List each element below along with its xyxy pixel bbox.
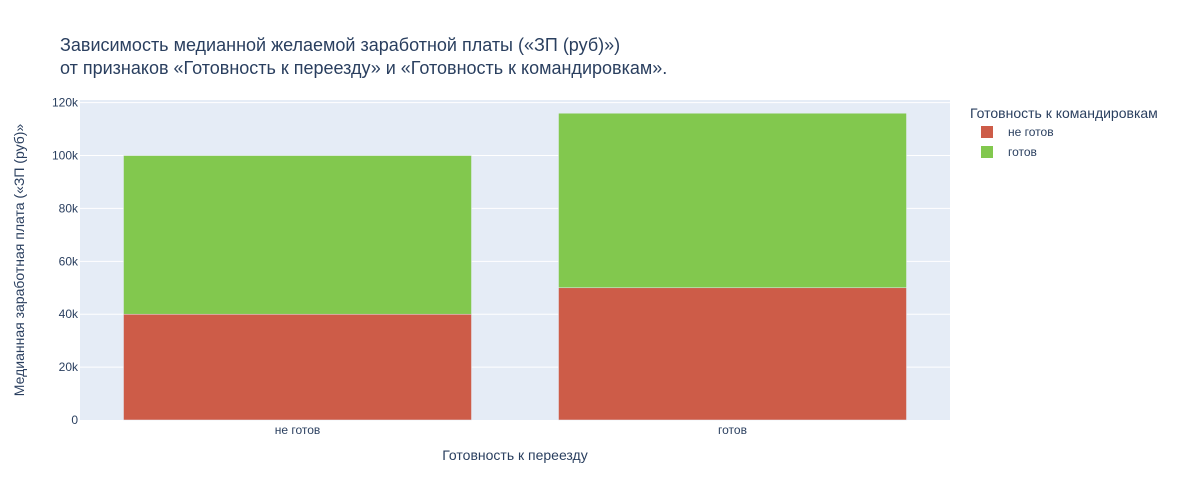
y-tick-label: 60k (59, 254, 79, 268)
chart-title-line-1: Зависимость медианной желаемой заработно… (60, 35, 620, 55)
bar-not-ready-1[interactable] (558, 287, 907, 421)
y-tick-label: 100k (52, 149, 79, 163)
bar-ready-1[interactable] (558, 112, 907, 289)
y-tick-label: 20k (59, 360, 79, 374)
bars (123, 112, 907, 421)
y-axis-ticks: 0 20k 40k 60k 80k 100k 120k (52, 96, 79, 427)
y-axis-title: Медианная заработная плата («ЗП (руб)» (11, 124, 27, 397)
legend-label[interactable]: не готов (1008, 125, 1054, 139)
legend-label[interactable]: готов (1008, 145, 1037, 159)
chart-title-line-2: от признаков «Готовность к переезду» и «… (60, 58, 667, 78)
x-tick-label: готов (718, 423, 747, 437)
y-tick-label: 120k (52, 96, 79, 110)
y-tick-label: 80k (59, 201, 79, 215)
legend[interactable]: Готовность к командировкам не готов готов (970, 105, 1158, 159)
legend-title: Готовность к командировкам (970, 105, 1158, 121)
legend-swatch[interactable] (981, 146, 993, 158)
x-tick-label: не готов (275, 423, 321, 437)
y-tick-label: 0 (71, 413, 78, 427)
y-tick-label: 40k (59, 307, 79, 321)
legend-swatch[interactable] (981, 126, 993, 138)
bar-not-ready-0[interactable] (123, 313, 472, 421)
x-axis-title: Готовность к переезду (442, 447, 587, 463)
x-axis-ticks: не готов готов (275, 423, 747, 437)
bar-ready-0[interactable] (123, 155, 472, 315)
